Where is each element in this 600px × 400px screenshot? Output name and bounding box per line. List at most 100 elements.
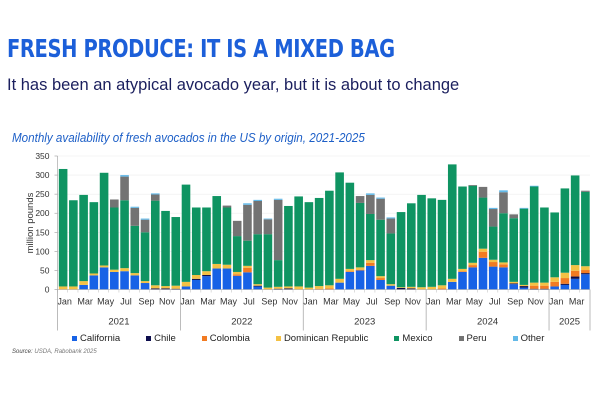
x-tick-label: Jan [180,297,195,307]
bar-segment-peru [355,196,365,203]
bar-segment-dominican-republic [355,267,365,270]
bar-stack [529,185,539,290]
bar-segment-mexico [447,164,457,279]
bar-segment-chile [529,288,539,290]
bar-segment-mexico [232,236,242,272]
bar-segment-other [273,198,283,200]
bar-segment-dominican-republic [335,278,344,283]
legend-label: California [80,333,121,344]
bar-segment-colombia [488,262,498,267]
bar-segment-california [509,284,518,290]
bar-segment-peru [150,194,160,201]
bar-segment-california [376,279,385,290]
bar-segment-mexico [468,185,478,263]
bar-segment-mexico [355,202,365,268]
bar-stack [488,207,498,290]
legend-swatch [458,336,464,341]
bar-segment-california [488,266,498,290]
bar-segment-dominican-republic [191,275,201,279]
bar-segment-dominican-republic [304,287,314,290]
bar-stack [581,190,590,290]
bar-segment-dominican-republic [273,286,283,289]
y-tick-label: 300 [35,170,49,180]
bar-segment-california [120,271,129,290]
bar-segment-mexico [284,205,293,287]
bar-segment-mexico [161,210,170,287]
bar-segment-peru [110,199,119,208]
legend-swatch [201,336,207,341]
y-tick-label: 200 [35,208,49,218]
bar-segment-dominican-republic [499,262,508,265]
bar-segment-california [212,268,222,290]
bar-stack [458,186,467,290]
bar-segment-dominican-republic [120,268,129,272]
bar-segment-california [560,284,570,290]
legend-swatch [394,336,400,341]
bar-segment-dominican-republic [150,285,160,289]
bar-segment-chile [150,288,160,290]
y-tick-label: 100 [35,246,49,256]
x-tick-label: Jan [549,297,564,307]
chart-title: Monthly availability of fresh avocados i… [12,131,365,145]
bar-segment-mexico [191,207,201,276]
x-tick-label: Jan [426,297,441,307]
bar-segment-chile [161,288,170,290]
bar-segment-california [478,257,488,290]
bar-segment-colombia [529,285,539,289]
bar-segment-peru [253,201,262,235]
legend-swatch [512,336,518,341]
bar-stack [202,207,211,290]
bar-segment-dominican-republic [161,286,170,289]
bar-segment-california [447,281,457,290]
bar-segment-mexico [345,182,355,269]
bar-segment-colombia [570,270,580,277]
bar-segment-california [243,272,252,290]
bar-segment-mexico [69,200,78,287]
bar-segment-mexico [550,212,559,278]
bar-segment-peru [468,184,478,186]
bar-segment-mexico [58,168,68,287]
bar-stack [140,218,150,290]
bar-segment-dominican-republic [263,287,273,290]
bar-segment-other [130,206,140,208]
bar-segment-peru [509,214,518,219]
bar-segment-mexico [540,207,549,283]
bar-stack [191,207,201,290]
bar-segment-dominican-republic [458,268,467,272]
year-label: 2021 [108,317,129,328]
bar-segment-california [181,286,191,290]
bar-segment-other [243,203,252,205]
bar-stack [427,198,437,290]
legend-item-other: Other [512,333,544,344]
x-tick-label: Jan [57,297,72,307]
bar-segment-mexico [570,175,580,266]
bar-segment-peru [120,176,129,201]
bar-segment-california [581,274,590,290]
page-title: FRESH PRODUCE: IT IS A MIXED BAG [7,34,395,63]
bar-segment-chile [509,283,518,285]
source-value: USDA, Rabobank 2025 [34,349,97,355]
bar-segment-mexico [273,260,283,287]
bar-segment-mexico [366,213,375,261]
bar-segment-dominican-republic [437,285,447,289]
bar-segment-peru [376,198,385,220]
bar-segment-colombia [376,278,385,280]
bar-segment-chile [171,288,181,290]
bar-segment-peru [140,219,150,233]
bar-segment-dominican-republic [376,276,385,279]
x-tick-label: Jul [120,297,132,307]
bar-segment-dominican-republic [89,273,99,276]
bar-segment-peru [499,192,508,214]
bar-segment-california [499,267,508,290]
bar-segment-colombia [314,288,324,290]
year-label: 2025 [559,317,580,328]
bar-segment-chile [253,285,262,287]
legend: California Chile Colombia Dominican Republi… [72,333,570,344]
bar-stack [69,200,78,290]
x-tick-label: Sep [507,297,523,307]
bar-segment-dominican-republic [212,263,222,269]
bar-segment-mexico [79,194,88,282]
bar-segment-california [335,282,344,290]
bar-stack [304,202,314,290]
bar-stack [376,197,385,290]
